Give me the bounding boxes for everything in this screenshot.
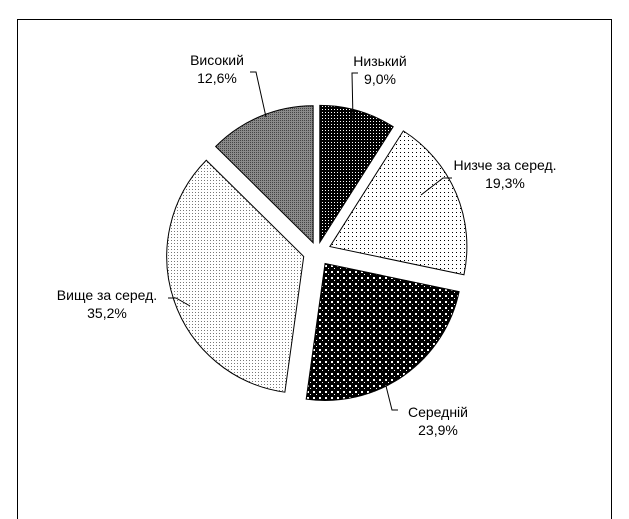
- slice-label-name: Високий: [190, 52, 244, 68]
- slice-label-name: Низький: [353, 53, 406, 69]
- slice-label-value: 35,2%: [87, 305, 127, 321]
- pie-slice-5: [214, 105, 314, 244]
- leader-line-1: [351, 72, 358, 121]
- slice-label-value: 23,9%: [418, 422, 458, 438]
- leader-line-2: [420, 177, 452, 196]
- slice-label-name: Низче за серед.: [453, 157, 556, 173]
- leader-line-3: [381, 369, 398, 411]
- slice-label-name: Вище за серед.: [57, 287, 157, 303]
- slice-label-value: 9,0%: [364, 71, 396, 87]
- leader-line-5: [250, 71, 267, 118]
- pie-slice-4: [166, 159, 305, 393]
- chart-frame: [17, 19, 612, 519]
- pie-slice-3: [305, 262, 460, 401]
- slice-label-name: Середній: [408, 404, 468, 420]
- pie-slice-1: [319, 104, 394, 245]
- pie-slice-2: [329, 130, 468, 276]
- slice-label-value: 19,3%: [485, 175, 525, 191]
- leader-line-4: [168, 297, 191, 307]
- slice-label-value: 12,6%: [197, 70, 237, 86]
